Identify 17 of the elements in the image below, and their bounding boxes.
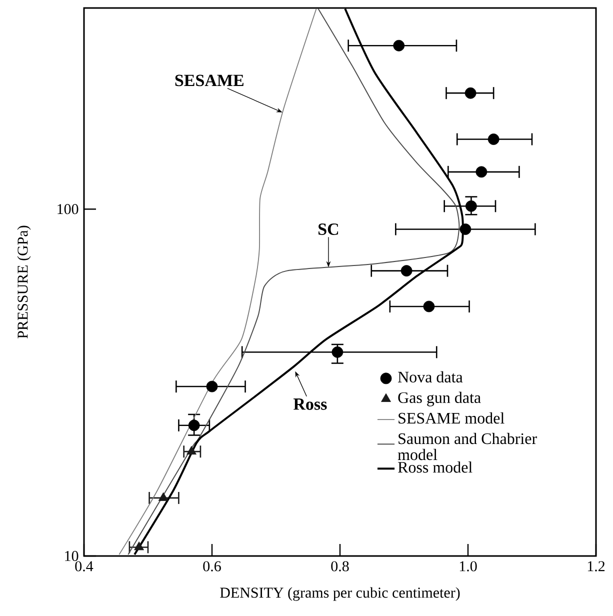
x-axis-title: DENSITY (grams per cubic centimeter)	[220, 587, 460, 601]
x-tick-label: 0.8	[331, 561, 349, 572]
y-tick-label: 10	[65, 550, 78, 562]
y-axis-title: PRESSURE (GPa)	[17, 226, 31, 338]
x-tick-label: 0.6	[203, 561, 221, 572]
legend-label: SESAME model	[398, 412, 504, 424]
legend-label: Gas gun data	[398, 392, 481, 406]
annotation: Ross	[293, 398, 327, 410]
x-tick-label: 1.2	[588, 561, 605, 572]
legend-label: Saumon and Chabrier model	[398, 432, 537, 460]
x-tick-label: 1.0	[460, 561, 477, 572]
legend-label: Ross model	[398, 461, 472, 473]
legend-label: Nova data	[398, 371, 463, 382]
x-tick-label: 0.4	[75, 561, 94, 572]
y-tick-label: 100	[58, 204, 78, 214]
annotation: SESAME	[175, 74, 244, 86]
annotation: SC	[318, 224, 338, 235]
